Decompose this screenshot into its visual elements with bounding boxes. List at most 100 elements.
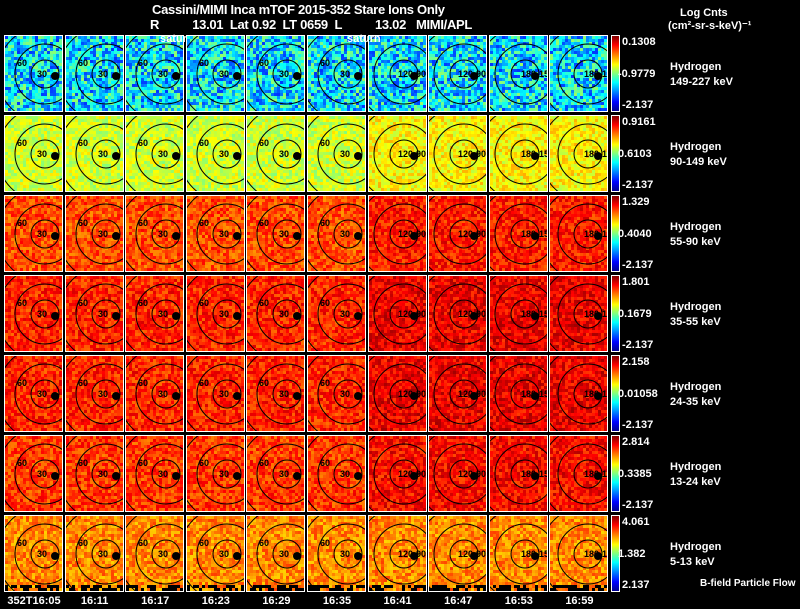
time-tick-label: 16:11	[80, 595, 109, 607]
contour-line	[196, 43, 244, 105]
contour-overlay: 120 90	[429, 516, 487, 591]
heatmap-panel: 30 60	[125, 275, 185, 352]
contour-line	[449, 379, 479, 409]
contour-label: 30	[340, 389, 350, 399]
contour-label: 150	[602, 149, 607, 159]
colorbar-min-label: -2.137	[622, 419, 654, 431]
saturn-marker	[594, 72, 603, 80]
contour-label: 60	[17, 218, 27, 228]
saturn-marker	[354, 232, 362, 240]
contour-overlay: 30 60	[65, 36, 123, 111]
contour-overlay: 180150	[550, 356, 608, 431]
contour-line	[30, 219, 60, 249]
heatmap-panel: 180150	[488, 275, 548, 352]
contour-label: 60	[138, 458, 148, 468]
saturn-marker	[594, 152, 603, 160]
contour-label: 150	[539, 549, 547, 559]
heatmap-panel: 30 60	[4, 515, 63, 592]
contour-line	[91, 299, 121, 329]
saturn-marker	[409, 392, 418, 400]
contour-line	[256, 523, 305, 585]
contour-line	[14, 203, 62, 265]
contour-line	[317, 523, 365, 585]
contour-overlay: 30 60	[126, 276, 184, 351]
contour-overlay: 120 90	[368, 196, 426, 271]
saturn-marker	[232, 72, 241, 80]
colorbar-min-label: -2.137	[622, 499, 654, 511]
contour-overlay: 30 60	[5, 516, 62, 591]
contour-line	[135, 443, 184, 505]
colorbar-max-label: 4.061	[622, 516, 650, 528]
species-label: Hydrogen	[670, 461, 722, 473]
contour-line	[75, 123, 123, 185]
contour-line	[449, 139, 479, 169]
contour-line	[75, 203, 123, 265]
contour-line	[14, 363, 62, 425]
contour-overlay: 30 60	[186, 436, 244, 511]
heatmap-panel: 120 90	[367, 275, 427, 352]
contour-line	[510, 459, 540, 489]
contour-label: 30	[219, 229, 229, 239]
contour-label: 150	[602, 549, 607, 559]
heatmap-panel: 30 60	[307, 435, 366, 512]
contour-overlay: 30 60	[308, 36, 365, 111]
contour-label: 60	[320, 58, 330, 68]
colorbar-min-label: -2.137	[622, 259, 654, 271]
contour-overlay: 30 60	[186, 516, 244, 591]
contour-label: 120	[458, 469, 473, 479]
contour-overlay: 120 90	[368, 36, 426, 111]
contour-label: 60	[199, 378, 209, 388]
heatmap-panel: 30 60	[64, 435, 124, 512]
heatmap-panel: 30 60	[246, 355, 306, 432]
heatmap-panel: 120 90	[428, 435, 488, 512]
saturn-marker	[470, 72, 479, 80]
heatmap-panel: 120 90	[428, 355, 488, 432]
contour-line	[449, 219, 479, 249]
contour-label: 30	[340, 149, 350, 159]
contour-label: 60	[138, 218, 148, 228]
contour-overlay: 180150	[550, 36, 608, 111]
contour-label: 90	[476, 69, 486, 79]
contour-line	[151, 59, 181, 89]
contour-line	[389, 379, 419, 409]
saturn-marker	[232, 552, 241, 560]
saturn-marker	[354, 312, 362, 320]
contour-label: 60	[320, 298, 330, 308]
contour-line	[135, 363, 184, 425]
contour-line	[510, 539, 540, 569]
contour-label: 60	[259, 58, 269, 68]
contour-label: 120	[458, 229, 473, 239]
contour-line	[75, 443, 123, 505]
contour-overlay: 30 60	[247, 516, 305, 591]
heatmap-panel: 180150	[488, 435, 548, 512]
contour-label: 60	[17, 538, 27, 548]
colorbar-max-label: 1.801	[622, 276, 650, 288]
saturn-marker	[293, 152, 302, 160]
saturn-marker	[293, 232, 302, 240]
contour-label: 30	[158, 309, 168, 319]
heatmap-panel: 30 60	[125, 355, 185, 432]
heatmap-panel: 30 60	[185, 115, 245, 192]
contour-label: 90	[416, 229, 426, 239]
contour-overlay: 180150	[489, 36, 547, 111]
time-tick-label: 16:23	[201, 595, 230, 607]
contour-label: 90	[476, 549, 486, 559]
contour-overlay: 30 60	[5, 116, 62, 191]
contour-line	[373, 203, 426, 265]
heatmap-panel: 180150	[549, 35, 609, 112]
contour-overlay: 30 60	[247, 436, 305, 511]
contour-label: 120	[458, 389, 473, 399]
contour-label: 60	[78, 458, 88, 468]
contour-overlay: 30 60	[308, 516, 365, 591]
contour-line	[333, 59, 363, 89]
contour-overlay: 120 90	[429, 116, 487, 191]
plot-title: Cassini/MIMI Inca mTOF 2015-352 Stare Io…	[152, 2, 445, 17]
saturn-marker	[409, 72, 418, 80]
heatmap-panel: 30 60	[125, 435, 185, 512]
heatmap-panel: 30 60	[64, 195, 124, 272]
colorbar-max-label: 2.814	[622, 436, 650, 448]
contour-overlay: 30 60	[65, 116, 123, 191]
contour-overlay: 30 60	[65, 516, 123, 591]
contour-label: 60	[259, 538, 269, 548]
saturn-label: satur	[160, 33, 187, 45]
